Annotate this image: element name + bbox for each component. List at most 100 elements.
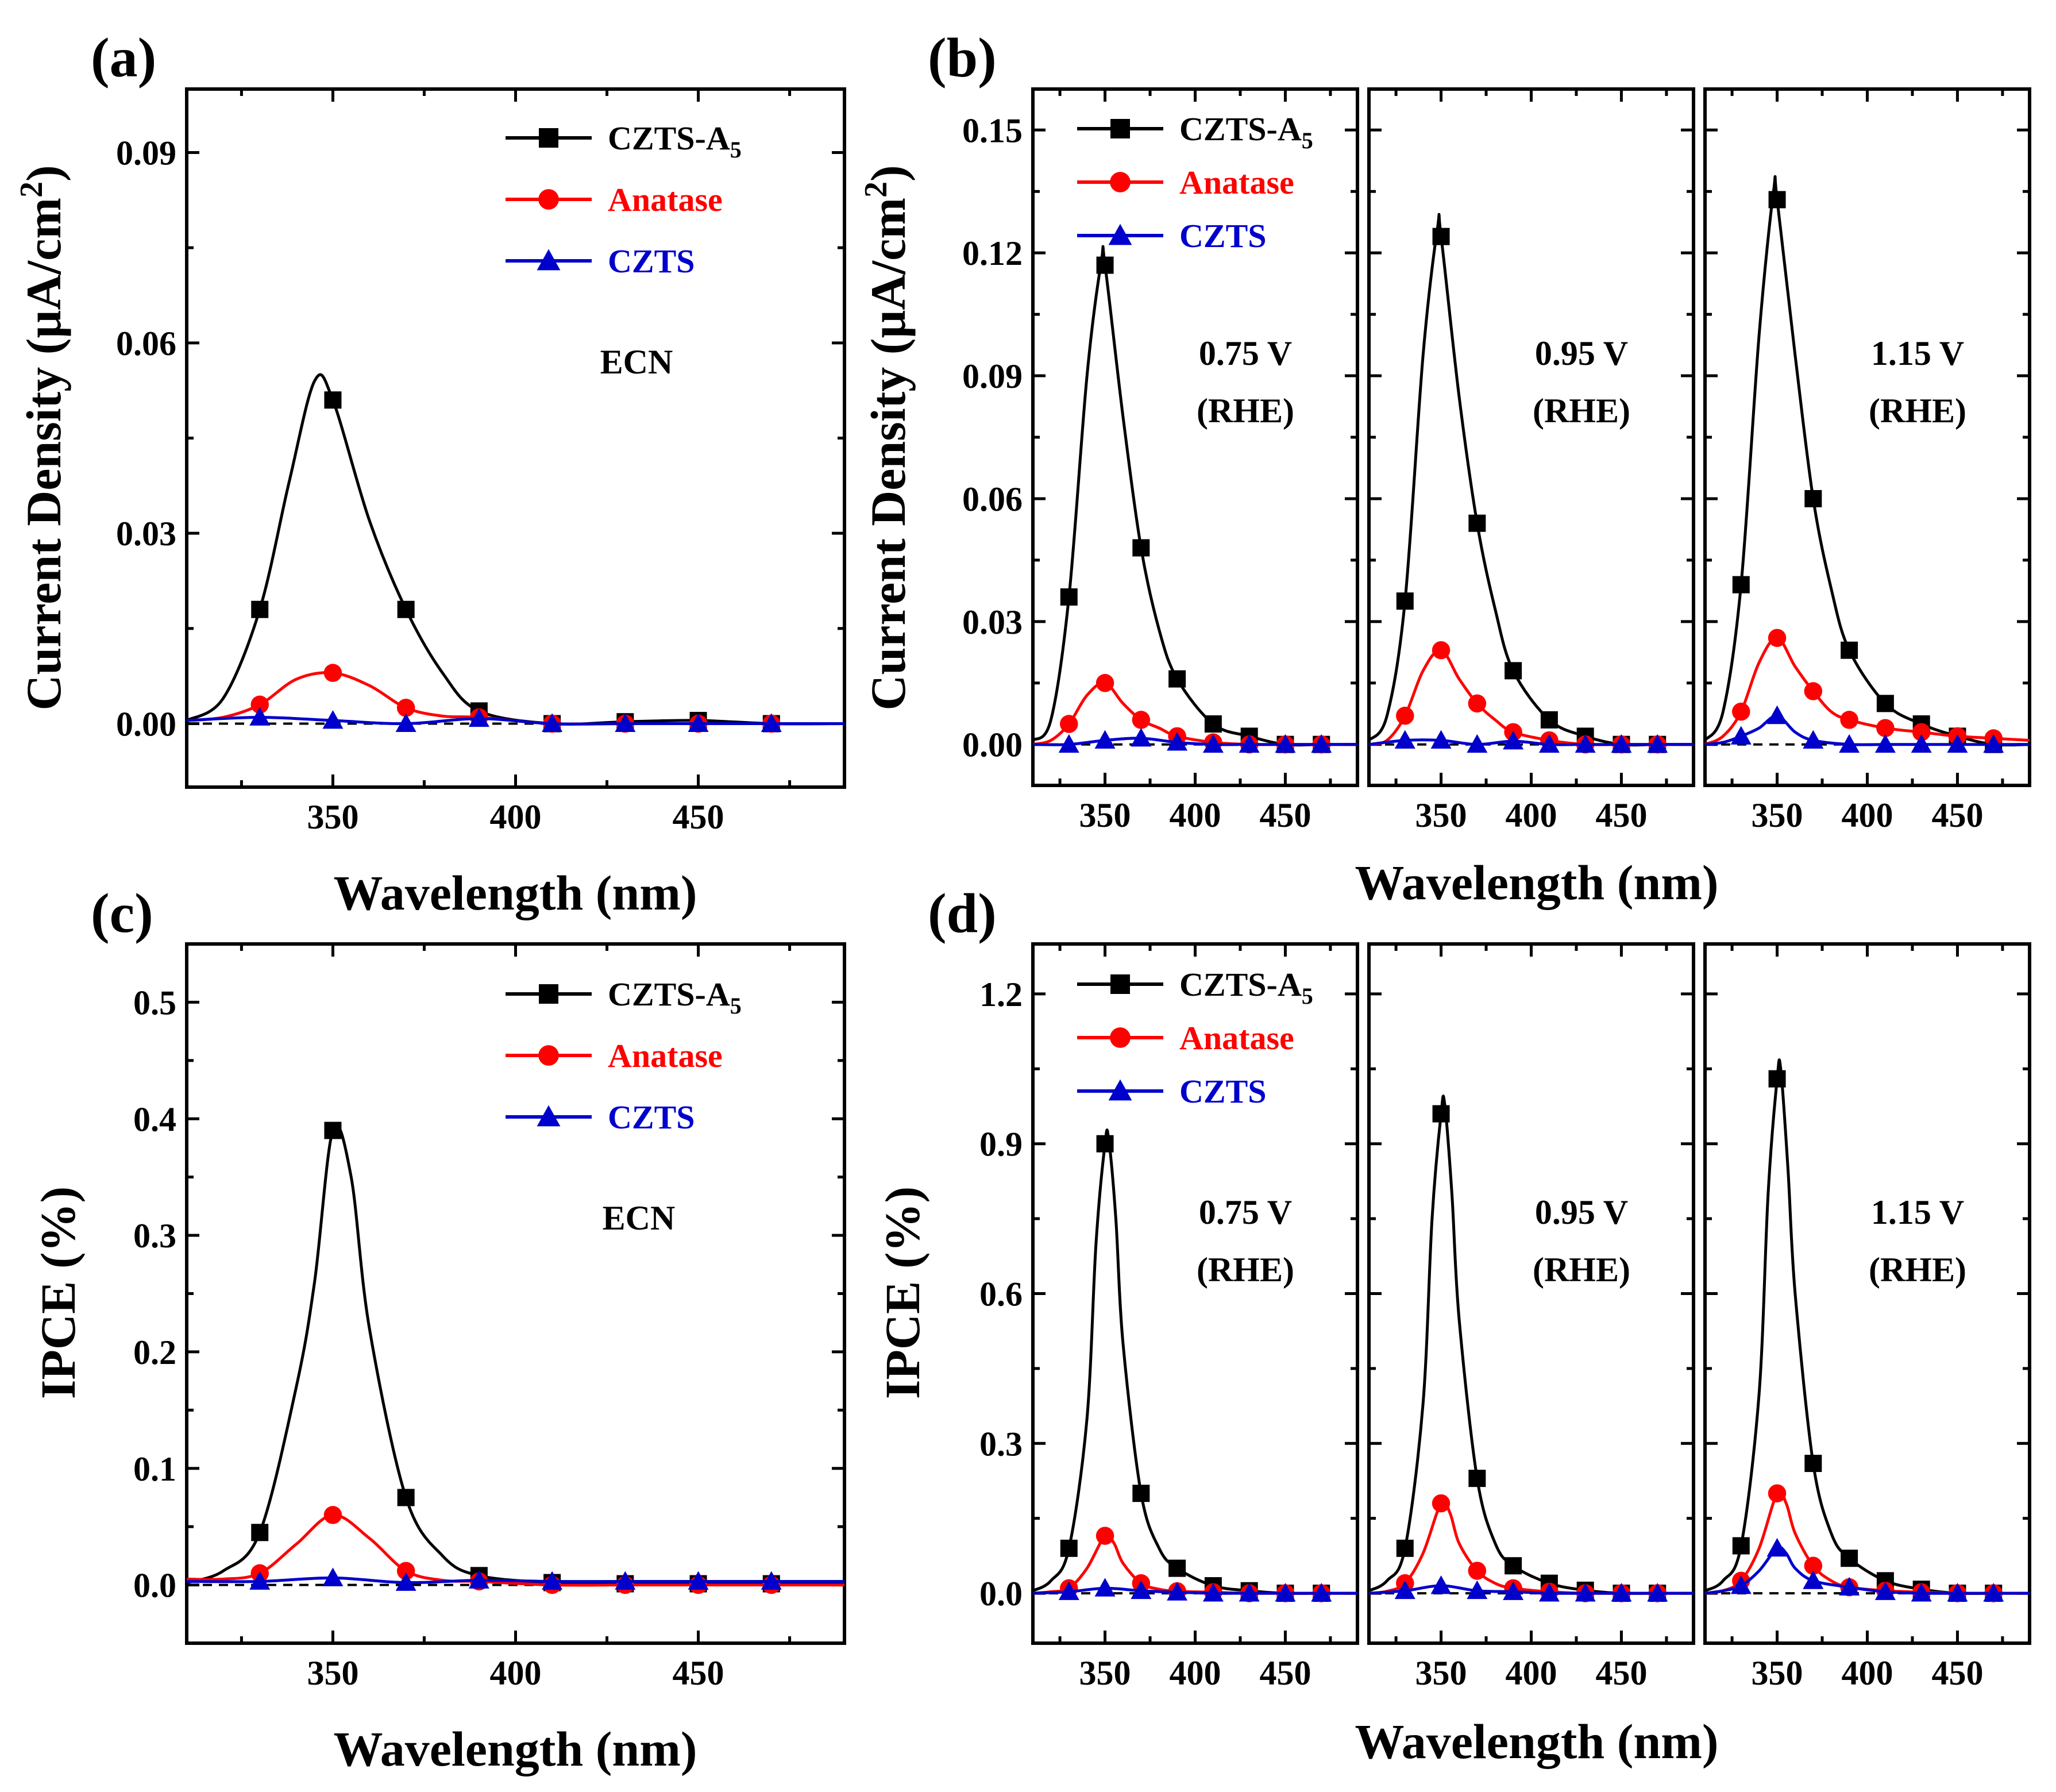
data-point-czts-d2: [1503, 1581, 1524, 1600]
panel-label-b: (b): [928, 27, 997, 89]
y-tick-label-d1: 1.2: [979, 976, 1023, 1013]
legend-label-d: CZTS: [1179, 1073, 1267, 1110]
data-point-czts-a5-b3: [1732, 576, 1750, 594]
annotation-ecn-a: ECN: [600, 343, 673, 381]
x-tick-label-d3: 450: [1931, 1654, 1983, 1692]
y-tick-label-b1: 0.06: [962, 480, 1023, 518]
legend-marker-c: [537, 1105, 561, 1127]
y-tick-label-a: 0.00: [116, 706, 176, 743]
data-point-czts-c: [688, 1571, 709, 1590]
data-point-czts-a5-b1: [1132, 539, 1150, 557]
data-point-czts-a5-d2: [1505, 1557, 1522, 1575]
data-point-czts-d2: [1538, 1583, 1560, 1602]
legend-marker-c: [539, 984, 558, 1004]
annotation-rhe-d3: (RHE): [1869, 1251, 1966, 1289]
data-point-czts-d1: [1202, 1583, 1224, 1602]
x-tick-label-d1: 350: [1079, 1654, 1131, 1692]
x-tick-label-b1: 400: [1170, 796, 1221, 834]
y-tick-label-c: 0.1: [133, 1450, 176, 1488]
data-point-anatase-b1: [1132, 711, 1151, 729]
legend-label-a: CZTS-A5: [608, 120, 742, 163]
data-point-czts-d1: [1275, 1583, 1296, 1602]
legend-marker-a: [538, 189, 559, 210]
x-tick-label-b3: 350: [1752, 796, 1803, 834]
annotation-rhe-b2: (RHE): [1533, 392, 1630, 430]
x-axis-title-b: Wavelength (nm): [1355, 855, 1718, 910]
data-point-czts-b1: [1131, 728, 1152, 747]
data-point-czts-a5-d2: [1468, 1470, 1486, 1487]
legend-label-a: CZTS: [608, 242, 695, 280]
x-tick-label-d3: 350: [1752, 1654, 1803, 1692]
data-point-czts-a5-d3: [1804, 1455, 1822, 1473]
series-line-anatase-b1: [1032, 681, 1357, 746]
panel-c: (c) 350 400 450 0.0 0.1 0.2 0.3 0.4 0.5 CZTS-A5 Ana…: [30, 882, 846, 1776]
data-point-czts-d2: [1611, 1583, 1632, 1602]
y-tick-label-b1: 0.03: [962, 603, 1023, 641]
data-point-czts-d2: [1575, 1583, 1596, 1602]
series-line-czts-a5-d3: [1704, 1058, 2030, 1596]
subplot-d-1: 350 400 450 0.0 0.3 0.6 0.9 1.2 0.75 V (RHE): [979, 942, 1359, 1692]
data-point-czts-a: [322, 710, 344, 729]
data-point-czts-a5-d1: [1168, 1559, 1186, 1577]
data-point-czts-d1: [1058, 1581, 1079, 1600]
y-tick-label-c: 0.2: [133, 1334, 176, 1371]
x-tick-label-a: 450: [673, 798, 724, 836]
subplot-d-2: 350 400 450 0.95 V (RHE): [1367, 942, 1695, 1692]
panel-label-d: (d): [928, 882, 997, 945]
x-tick-label-b1: 450: [1259, 796, 1311, 834]
data-point-czts-a: [688, 713, 709, 732]
data-point-anatase-a: [396, 699, 415, 717]
data-point-czts-a5-b3: [1768, 191, 1786, 209]
series-line-czts-b1: [1032, 737, 1357, 746]
data-point-czts-b3: [1947, 734, 1968, 753]
y-axis-title-b: Current Density (μA/cm2): [858, 165, 916, 710]
data-point-czts-b3: [1730, 726, 1752, 745]
x-axis-title-d: Wavelength (nm): [1355, 1714, 1718, 1769]
y-axis-title-a: Current Density (μA/cm2): [14, 165, 71, 710]
data-point-czts-a: [468, 708, 489, 727]
y-tick-label-c: 0.4: [133, 1100, 176, 1138]
x-tick-label-d3: 400: [1842, 1654, 1893, 1692]
x-tick-label-b3: 400: [1842, 796, 1893, 834]
data-point-czts-b3: [1766, 705, 1788, 724]
data-point-czts-d1: [1311, 1583, 1332, 1602]
data-point-czts-a: [395, 713, 416, 732]
data-point-anatase-b3: [1912, 723, 1931, 742]
data-point-czts-a5-b2: [1396, 592, 1414, 610]
legend-marker-b: [1108, 223, 1132, 245]
legend-marker-b: [1110, 119, 1130, 138]
data-point-czts-a5-b1: [1168, 670, 1186, 688]
data-point-anatase-d1: [1095, 1527, 1114, 1545]
data-point-czts-d2: [1467, 1580, 1488, 1600]
data-point-czts-a5-b3: [1841, 641, 1858, 659]
data-point-czts-c: [761, 1571, 782, 1590]
data-point-anatase-d2: [1468, 1562, 1487, 1580]
series-line-czts-a5-b2: [1367, 213, 1694, 747]
x-tick-label-d2: 350: [1415, 1654, 1467, 1692]
data-point-czts-b2: [1647, 734, 1668, 753]
data-point-anatase-a: [250, 695, 269, 714]
data-point-anatase-c: [323, 1506, 342, 1524]
data-point-anatase-b1: [1060, 715, 1078, 733]
data-point-czts-a5-b1: [1204, 715, 1222, 733]
data-point-anatase-b2: [1396, 707, 1414, 725]
data-point-czts-d1: [1239, 1583, 1260, 1602]
data-point-anatase-c: [396, 1562, 415, 1580]
data-point-czts-a5-d3: [1768, 1070, 1786, 1088]
data-point-anatase-b3: [1804, 682, 1823, 700]
series-line-czts-d2: [1368, 1584, 1694, 1595]
data-point-czts-d3: [1874, 1581, 1896, 1600]
data-point-czts-a5-b2: [1540, 711, 1558, 729]
data-point-czts-b2: [1575, 734, 1596, 753]
data-point-czts-c: [468, 1570, 489, 1589]
plot-frame-d3: [1703, 942, 2031, 1645]
x-tick-label-b2: 450: [1595, 796, 1647, 834]
series-line-czts-a5-d2: [1368, 1095, 1694, 1595]
data-point-czts-d3: [1911, 1583, 1932, 1602]
series-line-czts-a5-b1: [1032, 245, 1357, 747]
data-point-czts-b2: [1394, 730, 1415, 749]
subplot-b-3: 350 400 450 1.15 V (RHE): [1703, 87, 2031, 834]
data-point-czts-b1: [1094, 730, 1116, 749]
annotation-rhe-b3: (RHE): [1869, 392, 1966, 430]
x-axis-title-c: Wavelength (nm): [333, 1721, 697, 1776]
